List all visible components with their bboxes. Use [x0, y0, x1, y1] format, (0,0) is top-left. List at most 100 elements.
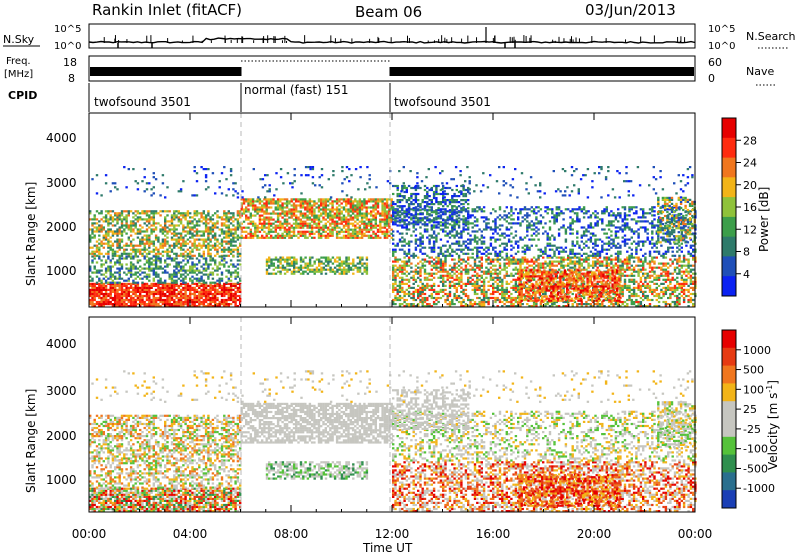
power-cell — [532, 276, 536, 279]
power-cell — [114, 284, 117, 287]
power-cell — [159, 214, 162, 217]
power-cell — [601, 300, 604, 304]
power-cell — [603, 264, 606, 267]
power-cell — [276, 206, 280, 209]
power-cell — [89, 294, 92, 298]
power-cell — [175, 294, 178, 298]
power-cell — [639, 268, 643, 271]
power-cell — [232, 255, 235, 258]
power-cell — [227, 286, 230, 289]
power-cell — [628, 296, 631, 300]
power-cell — [637, 264, 640, 267]
power-cell — [240, 236, 243, 239]
power-cell — [398, 294, 402, 298]
power-cell — [216, 250, 219, 253]
power-cell — [338, 232, 341, 235]
power-cell — [236, 212, 240, 215]
power-cell — [374, 212, 377, 215]
power-cell — [161, 290, 165, 293]
power-cell — [127, 244, 130, 247]
power-cell — [132, 267, 135, 270]
power-cell — [125, 288, 128, 291]
power-cell — [143, 286, 146, 289]
power-cell — [306, 210, 309, 213]
power-cell — [589, 278, 593, 281]
power-cell — [340, 236, 343, 239]
power-cell — [410, 303, 413, 306]
power-cell — [299, 260, 303, 263]
power-cell — [685, 278, 688, 281]
power-cell — [123, 218, 126, 221]
power-cell — [182, 236, 185, 239]
power-cell — [398, 296, 402, 300]
power-cell — [239, 212, 242, 215]
power-cell — [245, 200, 248, 203]
power-cell — [104, 216, 108, 219]
power-cell — [512, 268, 515, 271]
freq-tick-8: 8 — [68, 72, 75, 85]
power-cell — [324, 268, 328, 271]
power-cell — [218, 255, 221, 258]
power-cell — [648, 280, 652, 283]
power-cell — [562, 300, 565, 304]
power-cell — [204, 240, 208, 243]
power-cell — [324, 260, 328, 263]
power-cell — [104, 252, 108, 255]
power-cell — [200, 255, 203, 258]
power-cell — [664, 256, 668, 259]
power-cell — [109, 214, 112, 217]
power-cell — [653, 266, 656, 269]
power-cell — [414, 270, 418, 273]
power-cell — [173, 281, 176, 284]
power-cell — [462, 258, 465, 261]
power-cell — [428, 260, 431, 263]
power-cell — [267, 228, 271, 231]
power-cell — [170, 298, 174, 302]
power-cell — [272, 272, 275, 275]
power-cell — [118, 214, 121, 217]
power-cell — [669, 282, 672, 285]
power-cell — [274, 208, 277, 211]
power-cell — [182, 288, 185, 291]
power-cell — [360, 216, 364, 219]
power-cell — [91, 246, 94, 249]
power-cell — [621, 284, 624, 287]
power-cell — [651, 260, 654, 263]
power-cell — [379, 220, 382, 223]
power-cell — [607, 305, 611, 308]
power-cell — [381, 198, 384, 201]
power-cell — [544, 262, 547, 265]
power-cell — [191, 242, 194, 245]
power-cell — [186, 232, 190, 235]
power-cell — [170, 284, 174, 287]
power-cell — [229, 263, 233, 266]
power-cell — [340, 230, 343, 233]
power-cell — [444, 256, 447, 259]
power-cell — [166, 265, 169, 268]
power-cell — [437, 276, 440, 279]
power-cell — [134, 255, 137, 258]
power-cell — [93, 298, 96, 302]
power-cell — [496, 272, 499, 275]
power-cell — [345, 208, 348, 211]
power-cell — [297, 226, 300, 229]
power-cell — [419, 260, 422, 263]
power-cell — [313, 272, 316, 275]
power-cell — [374, 208, 377, 211]
power-cell — [211, 281, 215, 284]
power-cell — [116, 216, 119, 219]
power-cell — [207, 275, 210, 278]
power-cell — [428, 303, 431, 306]
power-cell — [682, 292, 686, 296]
power-cell — [343, 260, 346, 263]
power-cell — [89, 288, 92, 291]
power-cell — [227, 265, 230, 268]
power-cell — [569, 258, 572, 261]
power-cell — [239, 222, 242, 225]
power-cell — [667, 288, 670, 291]
power-cell — [376, 200, 380, 203]
power-cell — [358, 258, 362, 261]
power-cell — [195, 230, 199, 233]
power-cell — [232, 234, 235, 237]
power-cell — [390, 206, 393, 209]
